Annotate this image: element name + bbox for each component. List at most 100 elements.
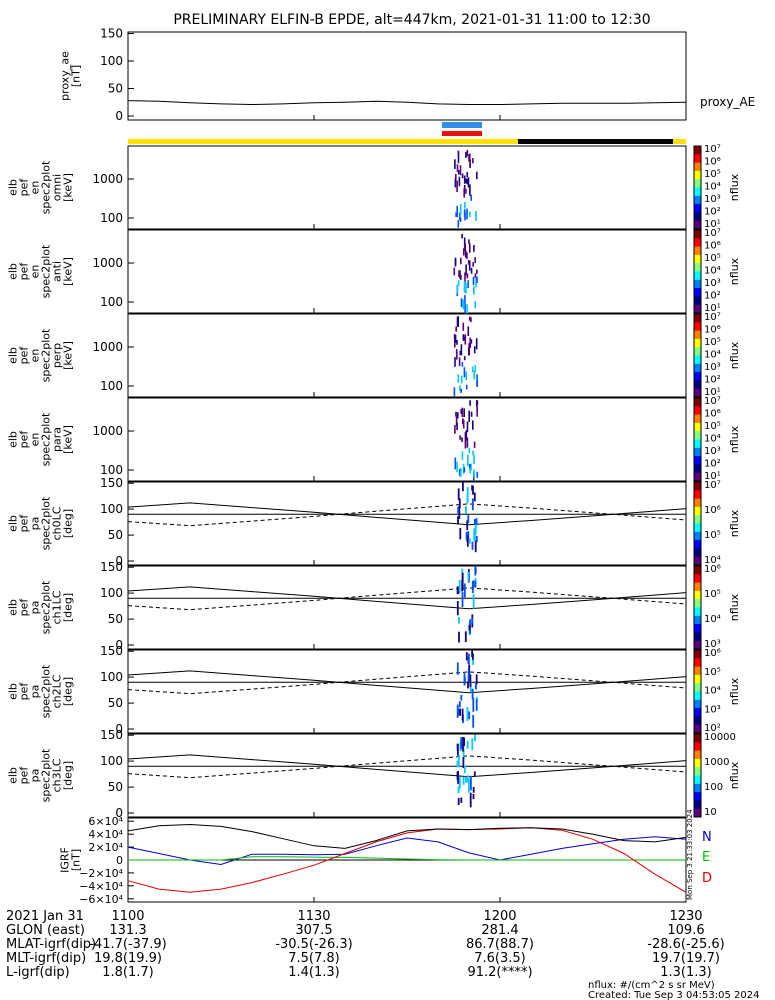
colorbar-tick-label: 10⁶: [704, 325, 721, 336]
spectrogram-cell: [475, 338, 478, 350]
spectrogram-cell: [457, 374, 460, 383]
pitch-angle-cell: [471, 485, 473, 491]
colorbar-segment: [694, 288, 701, 297]
spectrogram-cell: [460, 467, 462, 477]
colorbar-segment: [694, 304, 701, 314]
spectrogram-cell: [459, 385, 461, 392]
spectrogram-cell: [454, 338, 456, 348]
colorbar-tick-label: 10⁵: [704, 667, 721, 678]
legend-E: E: [702, 850, 710, 865]
spectrogram-cell: [456, 461, 458, 473]
spectrogram-cell: [472, 450, 474, 456]
colorbar-tick-label: 10⁶: [704, 409, 721, 420]
colorbar-segment: [694, 716, 701, 726]
pitch-angle-cell: [457, 507, 459, 514]
row-label-mlat: MLAT-igrf(dip): [6, 937, 96, 952]
spectrogram-cell: [464, 211, 466, 221]
spectrogram-cell: [457, 151, 460, 164]
pitch-angle-cell: [462, 481, 464, 492]
pitch-angle-cell: [467, 531, 470, 538]
colorbar-title: nflux: [728, 341, 741, 369]
glon-1130: 307.5: [295, 923, 332, 938]
pitch-angle-cell: [456, 760, 459, 768]
proxy-ae-line: [127, 100, 687, 106]
mlat-1200: 86.7(88.7): [466, 937, 534, 952]
pitch-angle-cell: [475, 674, 478, 685]
spectrogram-cell: [460, 298, 463, 308]
spectrogram-cell: [476, 374, 478, 386]
spectrogram-cell: [467, 454, 469, 467]
spectrogram-cell: [454, 178, 457, 188]
tick-label: −2×10⁴: [79, 867, 123, 880]
anti-loss-cone-line: [127, 503, 687, 527]
colorbar-segment: [694, 783, 701, 793]
legend-N: N: [702, 830, 712, 845]
row-label-date: 2021 Jan 31: [6, 909, 84, 924]
colorbar-segment: [694, 640, 701, 650]
spectrogram-cell: [454, 257, 457, 265]
pitch-angle-cell: [461, 568, 464, 576]
tick-label: 100: [100, 670, 123, 684]
science-zone-bar-red: [442, 131, 482, 136]
spectrogram-cell: [466, 149, 469, 157]
colorbar-segment: [694, 322, 701, 332]
glon-1200: 281.4: [481, 923, 518, 938]
spectrogram-cell: [469, 184, 471, 196]
spectrogram-cell: [470, 317, 472, 323]
pitch-angle-cell: [466, 520, 469, 531]
tick-label: 0: [115, 554, 123, 568]
spectrogram-cell: [473, 370, 476, 380]
pitch-angle-cell: [463, 673, 466, 686]
mlat-1130: -30.5(-26.3): [275, 937, 352, 952]
panel-frame: [127, 397, 687, 482]
tick-label: −4×10⁴: [79, 880, 123, 893]
colorbar-segment: [694, 447, 701, 457]
pitch-angle-cell: [473, 533, 476, 542]
colorbar-title: nflux: [728, 425, 741, 453]
panel-frame: [127, 481, 687, 566]
tick-label: 100: [100, 586, 123, 600]
l-1130: 1.4(1.3): [288, 965, 340, 980]
tick-label: 1000: [92, 340, 123, 354]
axis-label: spec2plot: [40, 580, 53, 634]
axis-label: en: [29, 181, 42, 195]
colorbar-segment: [694, 363, 701, 373]
axis-label: [deg]: [62, 761, 75, 790]
axis-label: [deg]: [62, 677, 75, 706]
mlat-1230: -28.6(-25.6): [647, 937, 724, 952]
spectrogram-cell: [464, 334, 467, 345]
axis-label: spec2plot: [40, 328, 53, 382]
axis-label: [nT]: [70, 65, 83, 87]
loss-cone-line: [127, 670, 687, 694]
science-zone-bar-blue: [442, 122, 482, 128]
colorbar-tick-label: 10: [704, 807, 717, 818]
pitch-angle-cell: [466, 775, 469, 783]
pitch-angle-cell: [466, 487, 469, 502]
axis-label: pef: [18, 262, 31, 281]
pitch-angle-cell: [461, 572, 464, 585]
pitch-angle-cell: [467, 681, 469, 689]
tick-label: 1000: [92, 424, 123, 438]
spectrogram-cell: [462, 334, 465, 341]
spectrogram-cell: [465, 384, 468, 390]
pitch-angle-cell: [474, 524, 477, 535]
tick-label: 100: [100, 295, 123, 309]
tick-label: 1000: [92, 256, 123, 270]
colorbar-tick-label: 10⁴: [704, 686, 721, 697]
axis-label: pef: [18, 178, 31, 197]
colorbar-segment: [694, 683, 701, 692]
spectrogram-cell: [463, 175, 466, 184]
spectrogram-cell: [473, 469, 475, 477]
axis-label: ch2LC: [51, 674, 64, 708]
spectrogram-cell: [466, 172, 468, 178]
spectrogram-cell: [473, 245, 475, 252]
pitch-angle-cell: [465, 506, 467, 514]
spectrogram-cell: [464, 302, 466, 314]
spectrogram-cell: [468, 239, 470, 244]
pitch-angle-cell: [459, 708, 461, 716]
pitch-angle-cell: [456, 771, 459, 780]
colorbar-tick-label: 10²: [704, 291, 721, 302]
colorbar-segment: [694, 758, 701, 768]
plot-title: PRELIMINARY ELFIN-B EPDE, alt=447km, 202…: [173, 12, 650, 28]
tick-label: 150: [100, 27, 123, 41]
